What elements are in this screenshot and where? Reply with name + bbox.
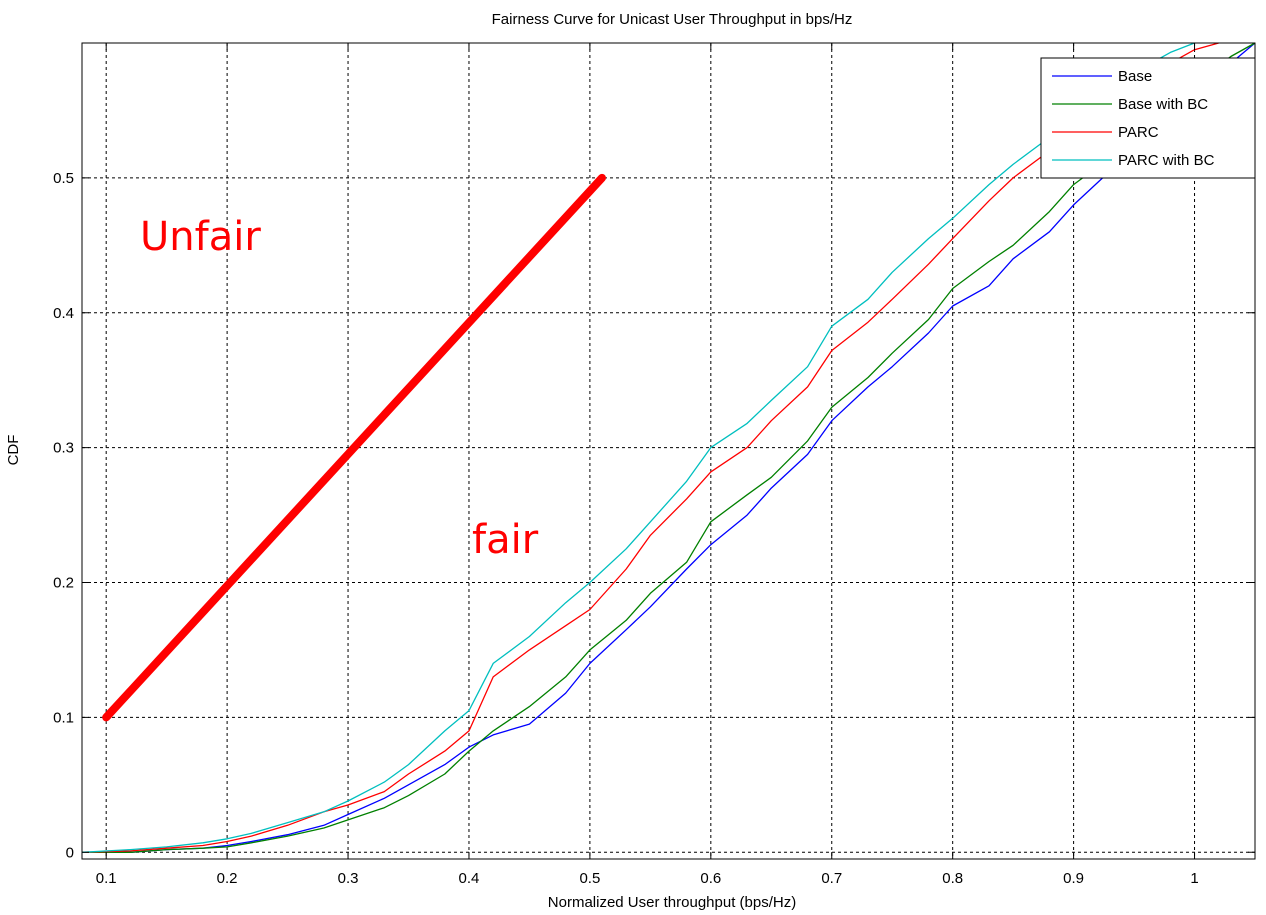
x-axis-label: Normalized User throughput (bps/Hz) bbox=[548, 894, 796, 911]
y-tick-label: 0.3 bbox=[53, 440, 74, 457]
y-tick-label: 0.4 bbox=[53, 305, 74, 322]
legend-label-parc-with-bc: PARC with BC bbox=[1118, 152, 1215, 169]
y-tick-label: 0.2 bbox=[53, 575, 74, 592]
x-tick-label: 0.6 bbox=[700, 870, 721, 887]
plot-area bbox=[82, 43, 1255, 859]
fair-annotation: fair bbox=[472, 517, 539, 563]
x-tick-label: 0.8 bbox=[942, 870, 963, 887]
x-tick-label: 0.3 bbox=[338, 870, 359, 887]
grid-lines bbox=[82, 43, 1255, 859]
legend: Base Base with BC PARC PARC with BC bbox=[1040, 57, 1256, 179]
x-tick-label: 0.4 bbox=[459, 870, 480, 887]
y-axis-label: CDF bbox=[5, 435, 22, 466]
y-tick-label: 0.5 bbox=[53, 170, 74, 187]
series-line-base bbox=[82, 42, 1256, 853]
chart-title: Fairness Curve for Unicast User Throughp… bbox=[492, 11, 853, 28]
fairness-threshold-line bbox=[102, 173, 606, 722]
annotations: Unfair fair bbox=[102, 173, 606, 722]
legend-label-parc: PARC bbox=[1118, 124, 1159, 141]
unfair-annotation: Unfair bbox=[140, 214, 261, 260]
x-tick-label: 0.1 bbox=[96, 870, 117, 887]
plot-frame bbox=[81, 42, 1256, 860]
legend-box bbox=[1040, 57, 1256, 179]
legend-label-base: Base bbox=[1118, 68, 1152, 85]
x-tick-label: 0.5 bbox=[579, 870, 600, 887]
axis-ticks: 0.1 0.2 0.3 0.4 0.5 0.6 0.7 0.8 0.9 1 0 0.1 0.2 0.3 0.… bbox=[53, 43, 1255, 887]
series-line-parc-with-bc bbox=[81, 42, 1195, 853]
y-tick-label: 0.1 bbox=[53, 709, 74, 726]
series-line-base-with-bc bbox=[82, 42, 1256, 853]
x-tick-label: 1 bbox=[1190, 870, 1198, 887]
y-tick-label: 0 bbox=[66, 844, 74, 861]
x-tick-label: 0.9 bbox=[1063, 870, 1084, 887]
x-tick-label: 0.7 bbox=[821, 870, 842, 887]
legend-label-base-with-bc: Base with BC bbox=[1118, 96, 1208, 113]
x-tick-label: 0.2 bbox=[217, 870, 238, 887]
